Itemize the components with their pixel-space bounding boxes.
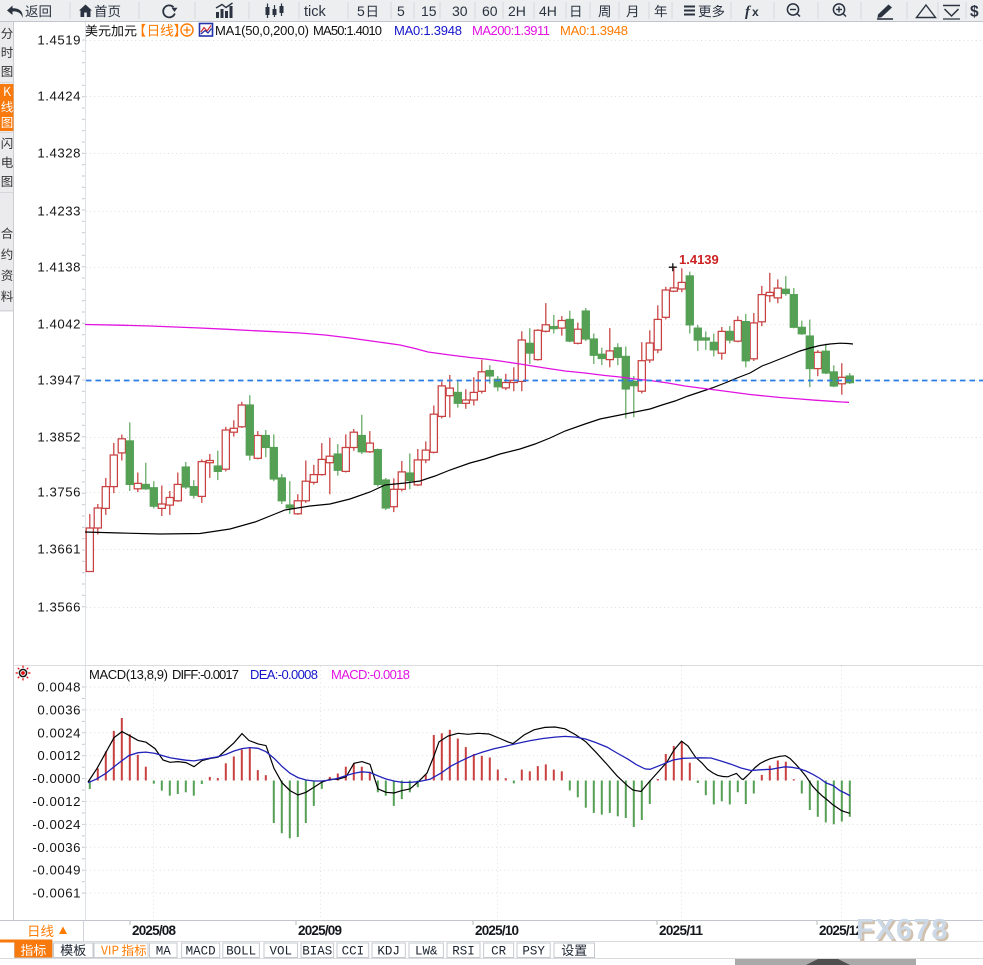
svg-text:2025/11: 2025/11 bbox=[659, 923, 703, 938]
svg-text:1.4139: 1.4139 bbox=[679, 252, 719, 267]
svg-text:1.4138: 1.4138 bbox=[37, 260, 81, 275]
svg-text:RSI: RSI bbox=[452, 945, 475, 959]
svg-text:MA0:1.3948: MA0:1.3948 bbox=[394, 23, 462, 38]
svg-text:2025/10: 2025/10 bbox=[475, 923, 519, 938]
svg-text:MA: MA bbox=[156, 945, 172, 959]
svg-text:1.3661: 1.3661 bbox=[37, 542, 81, 557]
svg-text:5: 5 bbox=[397, 3, 405, 19]
svg-text:1.4424: 1.4424 bbox=[37, 89, 81, 104]
svg-text:-0.0036: -0.0036 bbox=[32, 840, 81, 855]
svg-text:4H: 4H bbox=[539, 3, 557, 19]
svg-text:2025/09: 2025/09 bbox=[298, 923, 342, 938]
svg-text:MA200:1.3911: MA200:1.3911 bbox=[472, 23, 550, 38]
svg-text:BOLL: BOLL bbox=[226, 945, 256, 959]
svg-text:5: 5 bbox=[357, 3, 365, 19]
svg-text:2H: 2H bbox=[508, 3, 526, 19]
svg-text:-0.0024: -0.0024 bbox=[32, 817, 81, 832]
svg-text:15: 15 bbox=[421, 3, 437, 19]
svg-text:-0.0049: -0.0049 bbox=[32, 863, 81, 878]
svg-text:MA0:1.3948: MA0:1.3948 bbox=[560, 23, 628, 38]
svg-text:MACD: MACD bbox=[186, 945, 216, 959]
svg-text:VOL: VOL bbox=[270, 945, 293, 959]
svg-text:0.0036: 0.0036 bbox=[37, 702, 81, 717]
svg-text:60: 60 bbox=[482, 3, 498, 19]
svg-text:MA1(50,0,200,0): MA1(50,0,200,0) bbox=[215, 23, 309, 38]
svg-text:30: 30 bbox=[452, 3, 468, 19]
svg-text:1.4328: 1.4328 bbox=[37, 146, 81, 161]
svg-text:FX678: FX678 bbox=[858, 916, 951, 948]
svg-text:CCI: CCI bbox=[342, 945, 365, 959]
svg-text:0.0024: 0.0024 bbox=[37, 725, 81, 740]
svg-text:-0.0061: -0.0061 bbox=[32, 886, 81, 901]
svg-text:1.4519: 1.4519 bbox=[37, 33, 81, 48]
svg-text:0.0012: 0.0012 bbox=[37, 748, 81, 763]
svg-text:f: f bbox=[745, 4, 752, 20]
svg-text:PSY: PSY bbox=[522, 945, 545, 959]
svg-text:0.0048: 0.0048 bbox=[37, 680, 81, 695]
svg-text:1.3947: 1.3947 bbox=[37, 373, 81, 388]
svg-text:2025/08: 2025/08 bbox=[132, 923, 176, 938]
svg-text:DEA:-0.0008: DEA:-0.0008 bbox=[250, 667, 318, 682]
svg-text:DIFF:-0.0017: DIFF:-0.0017 bbox=[172, 667, 239, 682]
svg-text:CR: CR bbox=[491, 945, 507, 959]
svg-text:MACD:-0.0018: MACD:-0.0018 bbox=[331, 667, 410, 682]
svg-text:MACD(13,8,9): MACD(13,8,9) bbox=[89, 667, 168, 682]
svg-text:1.3566: 1.3566 bbox=[37, 600, 81, 615]
svg-text:BIAS: BIAS bbox=[302, 945, 332, 959]
svg-text:KDJ: KDJ bbox=[377, 945, 400, 959]
svg-text:2025/12: 2025/12 bbox=[819, 923, 863, 938]
svg-text:$: $ bbox=[970, 4, 979, 21]
svg-text:LW&: LW& bbox=[415, 945, 438, 959]
svg-text:tick: tick bbox=[304, 4, 327, 20]
svg-text:1.3852: 1.3852 bbox=[37, 430, 81, 445]
svg-text:FX678: FX678 bbox=[856, 914, 949, 946]
svg-text:x: x bbox=[752, 5, 759, 19]
svg-text:1.3756: 1.3756 bbox=[37, 485, 81, 500]
svg-text:1.4042: 1.4042 bbox=[37, 317, 81, 332]
svg-text:MA50:1.4010: MA50:1.4010 bbox=[313, 23, 382, 38]
svg-text:1.4233: 1.4233 bbox=[37, 204, 81, 219]
svg-text:-0.0000: -0.0000 bbox=[32, 771, 81, 786]
svg-text:-0.0012: -0.0012 bbox=[32, 794, 81, 809]
